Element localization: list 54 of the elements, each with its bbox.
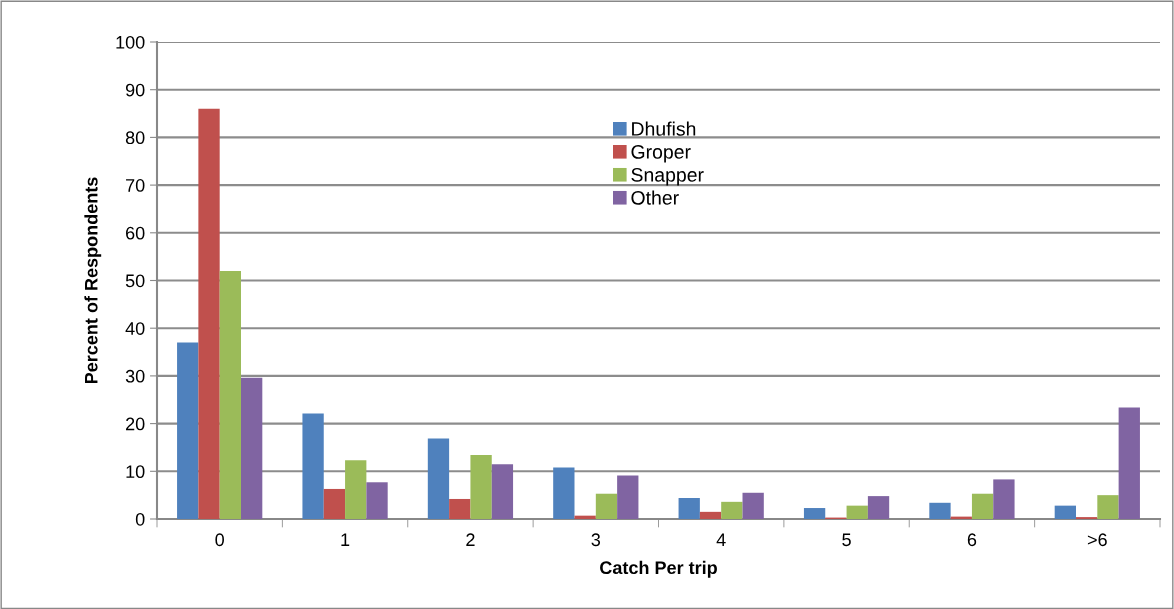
bar <box>470 455 492 519</box>
x-tick-label: 1 <box>341 533 350 546</box>
y-tick-label: 70 <box>126 179 145 192</box>
y-tick-label: 100 <box>116 35 145 49</box>
bar <box>721 501 743 519</box>
bar <box>971 493 994 519</box>
y-tick-label: 60 <box>126 226 145 240</box>
bar <box>198 108 220 519</box>
y-tick-label: 10 <box>126 465 145 479</box>
bar <box>1118 407 1140 519</box>
bar <box>699 511 722 519</box>
bar <box>846 505 868 519</box>
y-axis-title: Percent of Respondents <box>84 177 102 384</box>
bar <box>219 270 241 519</box>
x-axis-title: Catch Per trip <box>600 560 717 578</box>
bar <box>345 460 367 519</box>
x-tick-label: 2 <box>466 533 475 546</box>
y-tick-label: 20 <box>126 417 145 431</box>
bar <box>1054 505 1076 519</box>
bar <box>323 488 346 519</box>
legend-label: Dhufish <box>632 121 696 136</box>
x-tick-label: 3 <box>591 533 601 547</box>
bar <box>241 377 263 519</box>
bar <box>803 508 826 519</box>
x-tick-label: 6 <box>967 533 977 547</box>
bar <box>366 482 388 519</box>
bar <box>929 502 951 519</box>
bar <box>427 438 450 519</box>
bar <box>449 498 471 519</box>
bar <box>993 479 1015 519</box>
bar <box>617 475 639 519</box>
bar <box>491 464 514 519</box>
y-tick-label: 50 <box>125 274 145 288</box>
y-tick-label: 30 <box>125 369 145 383</box>
legend-label: Snapper <box>631 168 704 186</box>
bar <box>574 515 596 519</box>
bar <box>302 413 324 519</box>
x-tick-label: >6 <box>1087 533 1107 547</box>
bar <box>742 492 764 519</box>
y-tick-label: 40 <box>125 322 145 335</box>
y-tick-label: 0 <box>135 512 145 526</box>
bar <box>553 467 575 519</box>
bar <box>678 498 700 519</box>
bar <box>867 496 890 519</box>
bar <box>177 342 199 519</box>
y-tick-label: 80 <box>125 131 145 145</box>
legend-label: Other <box>631 190 679 205</box>
bar <box>1097 495 1119 519</box>
legend-label: Groper <box>631 145 691 163</box>
x-tick-label: 4 <box>716 533 726 546</box>
x-tick-label: 5 <box>842 533 851 547</box>
x-tick-label: 0 <box>215 533 224 547</box>
y-tick-label: 90 <box>125 83 145 97</box>
bar <box>595 493 618 519</box>
